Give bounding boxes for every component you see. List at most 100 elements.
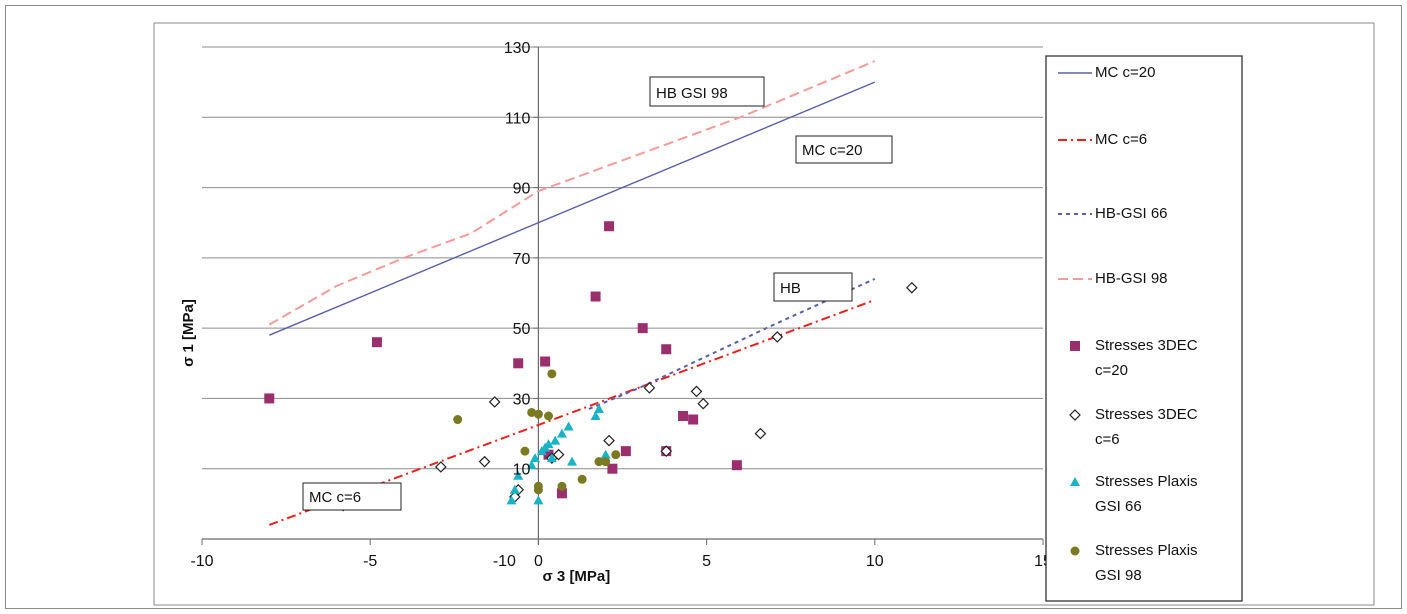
data-point xyxy=(543,439,554,449)
data-point xyxy=(540,356,551,367)
data-point xyxy=(488,396,501,408)
legend-label-sub: c=20 xyxy=(1095,362,1128,379)
legend-entry: Stresses Plaxis GSI 66 xyxy=(1070,473,1198,515)
annotation-box: HB GSI 98 xyxy=(649,76,765,107)
annotation-text: HB GSI 98 xyxy=(656,85,728,102)
data-point xyxy=(513,358,524,369)
data-point xyxy=(601,457,611,467)
annotation-text: MC c=20 xyxy=(802,142,862,159)
data-point xyxy=(590,291,601,302)
data-point xyxy=(556,488,567,499)
data-point xyxy=(526,460,537,470)
legend-label-sub: GSI 98 xyxy=(1095,567,1142,584)
annotation-box: HB xyxy=(773,272,853,302)
y-tick-label: 110 xyxy=(505,110,531,127)
y-tick-label: 10 xyxy=(513,462,531,479)
legend-label-sub: GSI 66 xyxy=(1095,498,1142,515)
data-point xyxy=(478,455,491,468)
legend-label: MC c=6 xyxy=(1095,131,1147,148)
legend-entry: HB-GSI 98 xyxy=(1058,270,1168,287)
data-point xyxy=(513,470,524,480)
annotation-box: MC c=6 xyxy=(302,482,402,511)
legend-label: Stresses Plaxis xyxy=(1095,542,1198,559)
x-tick-label: -10 xyxy=(190,553,213,570)
y-tick-label: 130 xyxy=(504,40,531,57)
series-line-hb-gsi-66 xyxy=(588,277,876,410)
legend-swatch xyxy=(1070,341,1080,351)
data-point xyxy=(453,415,463,425)
data-point xyxy=(660,445,673,457)
data-point xyxy=(434,461,447,473)
y-tick-label: 70 xyxy=(513,251,531,268)
data-point xyxy=(690,385,703,398)
chart-frame: -10 -5 0 5 10 15 -10 10 30 50 70 90 110 130 HB GSI 98… xyxy=(5,5,1402,609)
data-point xyxy=(600,449,611,459)
data-point xyxy=(593,403,604,413)
data-point xyxy=(567,456,578,466)
legend-entry: Stresses 3DEC c=20 xyxy=(1070,337,1198,379)
legend-label-sub: c=6 xyxy=(1095,431,1120,448)
data-point xyxy=(547,369,557,379)
data-point xyxy=(264,393,275,404)
data-point xyxy=(509,484,520,494)
data-point xyxy=(620,446,631,457)
data-point xyxy=(611,450,621,460)
data-point xyxy=(661,344,672,355)
legend-label: HB-GSI 66 xyxy=(1095,205,1168,222)
data-point xyxy=(556,428,567,438)
data-point xyxy=(550,435,561,445)
data-point xyxy=(577,474,587,484)
series-line-hb-gsi-98 xyxy=(268,60,876,326)
series-line-mc-c-20 xyxy=(269,81,876,336)
data-point xyxy=(604,221,615,232)
y-tick-label: 50 xyxy=(513,321,531,338)
data-point xyxy=(533,409,543,419)
legend-entry: HB-GSI 66 xyxy=(1058,205,1168,222)
data-point xyxy=(697,397,710,410)
data-point xyxy=(520,446,530,456)
legend-entry: MC c=20 xyxy=(1058,64,1155,81)
data-point xyxy=(754,427,767,440)
legend-swatch xyxy=(1070,477,1080,486)
y-tick-label: 90 xyxy=(513,181,531,198)
data-point xyxy=(546,453,557,463)
plot-border xyxy=(153,22,1375,606)
y-axis-label: σ 1 [MPa] xyxy=(180,299,197,367)
legend-entry: Stresses Plaxis GSI 98 xyxy=(1070,542,1198,584)
grid-lines xyxy=(202,46,1043,470)
axes xyxy=(201,46,1044,545)
x-tick-label: 5 xyxy=(702,553,711,570)
data-point xyxy=(603,434,615,447)
y-tick-label: 30 xyxy=(513,391,531,408)
data-point xyxy=(607,463,618,474)
x-tick-label: -10 xyxy=(493,553,516,570)
data-point xyxy=(590,411,601,420)
data-point xyxy=(506,495,517,505)
legend-label: Stresses Plaxis xyxy=(1095,473,1198,490)
annotation-text: HB xyxy=(780,280,801,297)
data-point xyxy=(594,457,604,467)
data-point xyxy=(563,421,574,431)
data-point xyxy=(543,449,554,460)
legend-swatch xyxy=(1070,546,1080,556)
data-point xyxy=(533,495,544,505)
data-point xyxy=(543,411,553,421)
data-point xyxy=(688,414,699,425)
annotation-text: MC c=6 xyxy=(309,489,361,506)
legend-swatch xyxy=(1069,409,1081,421)
legend-label: Stresses 3DEC xyxy=(1095,337,1198,354)
x-tick-label: 10 xyxy=(866,553,884,570)
data-point xyxy=(557,481,567,491)
data-point xyxy=(771,331,784,343)
data-point xyxy=(731,460,742,471)
data-point xyxy=(530,453,541,463)
x-tick-label: 0 xyxy=(534,553,543,570)
annotation-box: MC c=20 xyxy=(795,135,893,164)
plot-area xyxy=(153,22,1375,606)
legend-entry: MC c=6 xyxy=(1058,131,1147,148)
data-point xyxy=(678,411,689,421)
x-tick-label: -5 xyxy=(363,553,377,570)
legend-label: Stresses 3DEC xyxy=(1095,406,1198,423)
